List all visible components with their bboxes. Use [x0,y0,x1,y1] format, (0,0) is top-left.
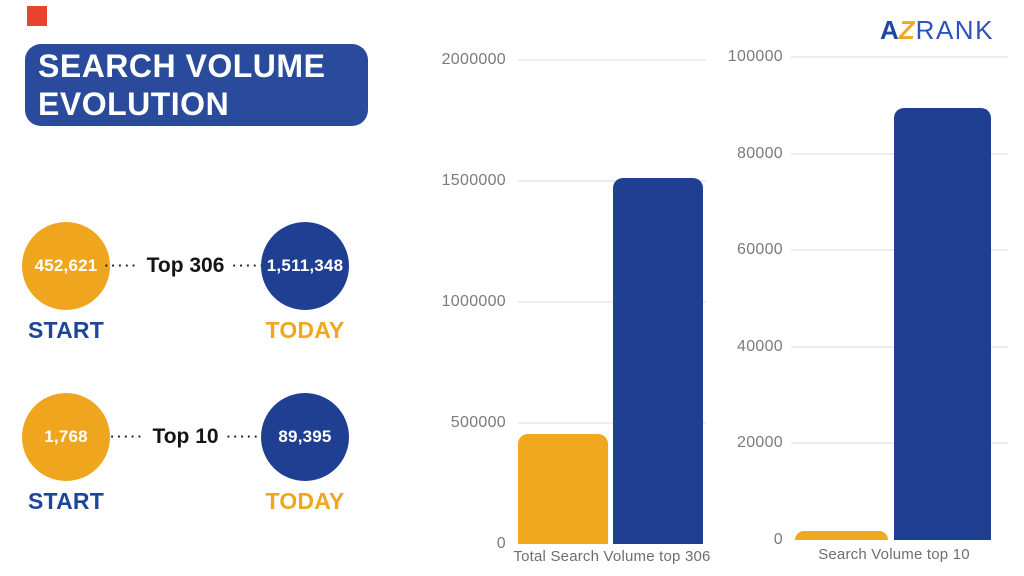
gridline [518,180,706,182]
start-value: 452,621 [34,256,98,275]
accent-square [27,6,47,26]
today-value: 1,511,348 [266,256,344,275]
y-tick-label: 1000000 [441,293,506,310]
bar-start [518,434,608,544]
logo-letter-z: Z [896,15,918,45]
dotted-connector-left: ····· [110,429,145,444]
y-tick-label: 60000 [737,241,783,259]
start-caption: START [28,317,104,343]
x-axis-label: Search Volume top 10 [818,546,970,563]
gridline [518,59,706,61]
group-label: Top 10 [152,425,219,448]
bar-start [795,531,888,540]
bar-today [613,178,703,544]
start-value-circle: 452,621 [22,222,110,310]
start-value: 1,768 [44,427,88,446]
gridline [518,301,706,303]
today-caption: TODAY [265,488,345,514]
comparison-row-top-10: 1,768 ····· Top 10 ····· 89,395 START TO… [20,391,370,521]
dotted-connector-right: ····· [226,429,261,444]
dotted-connector-left: ····· [104,258,139,273]
y-tick-label: 0 [496,535,506,552]
today-value-circle: 89,395 [261,393,349,481]
x-axis-label: Total Search Volume top 306 [513,548,711,565]
today-value: 89,395 [278,427,332,446]
gridline [518,422,706,424]
comparison-row-top-306: 452,621 ····· Top 306 ····· 1,511,348 ST… [20,220,370,350]
slide-title-line2: EVOLUTION [38,86,230,122]
bar-today [894,108,991,540]
azrank-logo: A Z RANK [880,15,1020,45]
logo-rank-text: RANK [915,15,994,45]
comparison-label-group: ····· Top 306 ····· [104,253,264,279]
logo-letter-a: A [880,15,899,45]
y-tick-label: 0 [773,531,783,548]
y-tick-label: 100000 [727,48,783,65]
y-tick-label: 2000000 [441,51,506,68]
comparison-label-group: ····· Top 10 ····· [110,424,261,450]
y-tick-label: 1500000 [441,172,506,189]
gridline [791,56,1008,58]
y-tick-label: 40000 [737,337,783,355]
slide-title-box: SEARCH VOLUME EVOLUTION [25,44,368,126]
group-label: Top 306 [146,254,225,277]
start-value-circle: 1,768 [22,393,110,481]
start-caption: START [28,488,104,514]
dotted-connector-right: ····· [232,258,267,273]
today-caption: TODAY [265,317,345,343]
slide-title-line1: SEARCH VOLUME [38,48,326,84]
y-tick-label: 80000 [737,144,783,162]
y-tick-label: 500000 [450,414,506,431]
y-tick-label: 20000 [737,434,783,452]
today-value-circle: 1,511,348 [261,222,349,310]
